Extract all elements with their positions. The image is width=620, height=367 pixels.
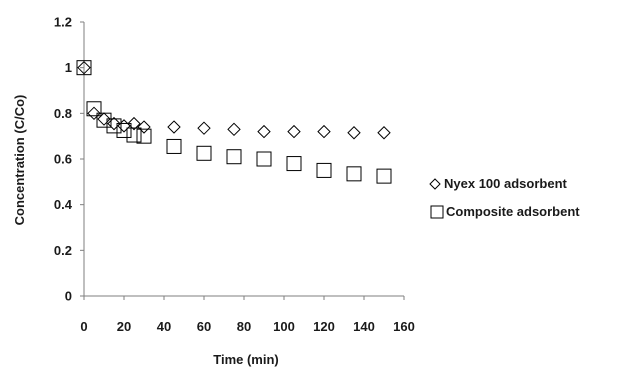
data-series	[76, 60, 392, 184]
diamond-point	[287, 124, 301, 139]
y-tick-label: 0.2	[54, 243, 72, 258]
legend: Nyex 100 adsorbent Composite adsorbent	[429, 176, 580, 219]
square-point	[166, 138, 182, 154]
axes	[80, 21, 405, 300]
x-tick-label: 60	[197, 319, 211, 334]
square-point	[226, 149, 242, 165]
diamond-point	[107, 116, 121, 131]
diamond-point	[117, 119, 131, 133]
y-tick-label: 0.6	[54, 152, 72, 167]
x-tick-label: 120	[313, 319, 335, 334]
y-tick-label: 0.4	[54, 197, 73, 212]
square-point	[256, 151, 272, 167]
y-tick-label: 0.8	[54, 106, 72, 121]
diamond-point	[317, 124, 331, 139]
y-axis-title: Concentration (C/Co)	[12, 95, 27, 226]
square-point	[116, 122, 132, 138]
diamond-point	[377, 126, 391, 140]
square-point	[76, 60, 92, 76]
square-point	[86, 101, 102, 117]
square-point	[136, 128, 152, 144]
x-tick-label: 160	[393, 319, 415, 334]
series-composite	[76, 60, 392, 184]
x-tick-label: 20	[117, 319, 131, 334]
series-nyex-100	[77, 60, 391, 140]
square-point	[126, 127, 142, 143]
y-tick-label: 0	[65, 289, 72, 304]
diamond-point	[167, 120, 181, 134]
legend-square-symbol	[430, 205, 444, 219]
square-point	[106, 118, 122, 134]
x-tick-label: 40	[157, 319, 171, 334]
legend-label: Composite adsorbent	[446, 204, 580, 219]
diamond-point	[257, 124, 271, 139]
square-point	[316, 162, 332, 178]
diamond-point	[77, 60, 91, 75]
square-point	[286, 156, 302, 172]
diamond-point	[197, 121, 211, 135]
x-tick-label: 0	[80, 319, 87, 334]
square-point	[196, 145, 212, 161]
tick-labels: 0 20 40 60 80 100 120 140 160 0 0.2 0.4 0.6 0.8 1 1.2	[54, 15, 415, 335]
x-tick-label: 80	[237, 319, 251, 334]
diamond-point	[87, 106, 101, 121]
square-point	[376, 168, 392, 184]
diamond-point	[227, 122, 241, 137]
diamond-point	[137, 120, 151, 134]
x-tick-label: 100	[273, 319, 295, 334]
diamond-point	[347, 126, 361, 140]
square-point	[346, 166, 362, 182]
y-tick-label: 1	[65, 60, 72, 75]
diamond-point	[97, 112, 111, 126]
x-axis-title: Time (min)	[213, 352, 279, 367]
y-tick-label: 1.2	[54, 15, 72, 30]
diamond-point	[127, 116, 141, 131]
x-tick-label: 140	[353, 319, 375, 334]
legend-label: Nyex 100 adsorbent	[444, 176, 568, 191]
square-point	[96, 112, 112, 128]
legend-diamond-symbol	[429, 178, 441, 190]
